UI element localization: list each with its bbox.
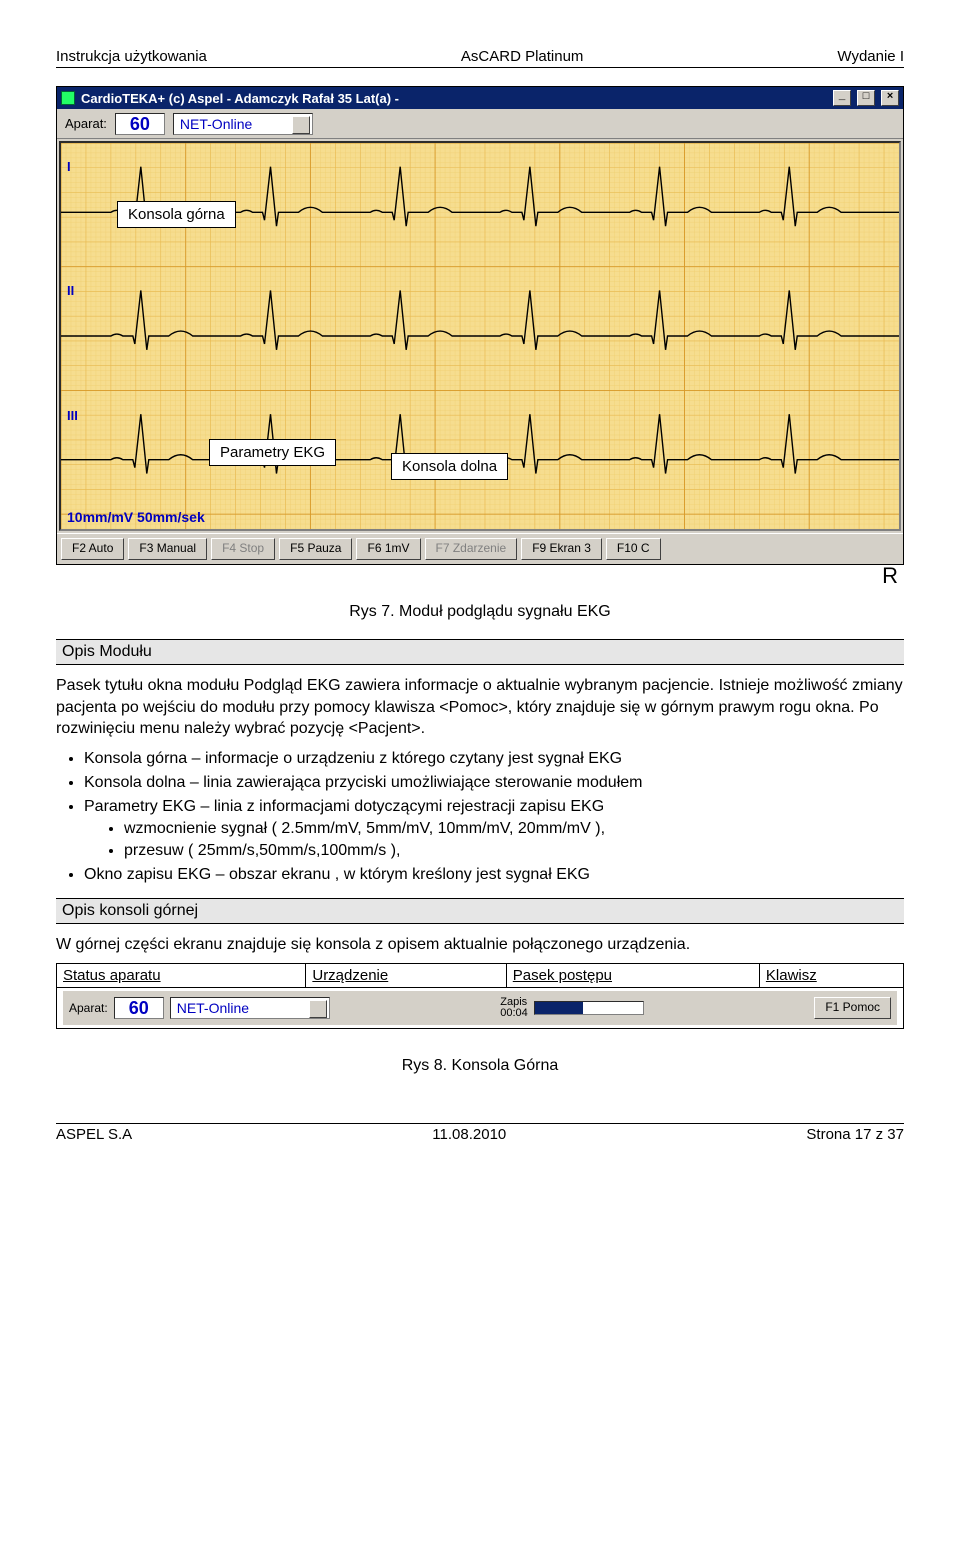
r-letter: R bbox=[56, 563, 898, 589]
header-right: Wydanie I bbox=[837, 48, 904, 65]
function-key-bar: F2 AutoF3 ManualF4 StopF5 PauzaF6 1mVF7 … bbox=[57, 533, 903, 564]
progress-bar bbox=[534, 1001, 644, 1015]
page-footer: ASPEL S.A 11.08.2010 Strona 17 z 37 bbox=[56, 1123, 904, 1143]
device-dropdown-2[interactable]: NET-Online bbox=[170, 997, 330, 1019]
fkey-f5-pauza[interactable]: F5 Pauza bbox=[279, 538, 352, 560]
section-opis-modulu: Opis Modułu bbox=[56, 639, 904, 665]
figure7-caption: Rys 7. Moduł podglądu sygnału EKG bbox=[56, 603, 904, 621]
maximize-button[interactable]: □ bbox=[857, 90, 875, 106]
status-table: Status aparatu Urządzenie Pasek postępu … bbox=[56, 963, 904, 1029]
fkey-f9-ekran-3[interactable]: F9 Ekran 3 bbox=[521, 538, 602, 560]
header-left: Instrukcja użytkowania bbox=[56, 48, 207, 65]
hr-field[interactable]: 60 bbox=[115, 113, 165, 135]
paragraph-2: W górnej części ekranu znajduje się kons… bbox=[56, 934, 904, 956]
th-progress: Pasek postępu bbox=[506, 964, 759, 988]
ecg-area: I II III 10mm/mV 50mm/sek Konsola górna … bbox=[59, 141, 901, 531]
footer-right: Strona 17 z 37 bbox=[806, 1126, 904, 1143]
header-center: AsCARD Platinum bbox=[461, 48, 584, 65]
fkey-f7-zdarzenie: F7 Zdarzenie bbox=[425, 538, 518, 560]
device-dropdown[interactable]: NET-Online bbox=[173, 113, 313, 135]
bullet-3-2: przesuw ( 25mm/s,50mm/s,100mm/s ), bbox=[124, 842, 904, 860]
ecg-params: 10mm/mV 50mm/sek bbox=[67, 509, 205, 525]
footer-center: 11.08.2010 bbox=[432, 1126, 506, 1143]
f1-pomoc-button[interactable]: F1 Pomoc bbox=[814, 997, 891, 1019]
page-header: Instrukcja użytkowania AsCARD Platinum W… bbox=[56, 48, 904, 68]
lead-label-3: III bbox=[67, 408, 78, 423]
fkey-f3-manual[interactable]: F3 Manual bbox=[128, 538, 207, 560]
lead-label-2: II bbox=[67, 283, 74, 298]
bullet-list: Konsola górna – informacje o urządzeniu … bbox=[84, 750, 904, 884]
minimize-button[interactable]: _ bbox=[833, 90, 851, 106]
titlebar: CardioTEKA+ (c) Aspel - Adamczyk Rafał 3… bbox=[57, 87, 903, 109]
figure8-caption: Rys 8. Konsola Górna bbox=[56, 1057, 904, 1075]
aparat-label-2: Aparat: bbox=[69, 1001, 108, 1015]
close-button[interactable]: × bbox=[881, 90, 899, 106]
fkey-f10-c[interactable]: F10 C bbox=[606, 538, 661, 560]
toolbar: Aparat: 60 NET-Online bbox=[57, 109, 903, 139]
bullet-4: Okno zapisu EKG – obszar ekranu , w któr… bbox=[84, 866, 904, 884]
lead-label-1: I bbox=[67, 159, 71, 174]
callout-parametry-ekg: Parametry EKG bbox=[209, 439, 336, 466]
window-title: CardioTEKA+ (c) Aspel - Adamczyk Rafał 3… bbox=[81, 91, 399, 106]
konsola-gorna-strip: Aparat: 60 NET-Online Zapis 00:04 F1 Pom… bbox=[63, 991, 897, 1025]
callout-konsola-dolna: Konsola dolna bbox=[391, 453, 508, 480]
bullet-2: Konsola dolna – linia zawierająca przyci… bbox=[84, 774, 904, 792]
bullet-3-1: wzmocnienie sygnał ( 2.5mm/mV, 5mm/mV, 1… bbox=[124, 820, 904, 838]
fkey-f2-auto[interactable]: F2 Auto bbox=[61, 538, 124, 560]
zapis-block: Zapis 00:04 bbox=[500, 997, 528, 1019]
th-device: Urządzenie bbox=[306, 964, 506, 988]
th-status: Status aparatu bbox=[57, 964, 306, 988]
section-opis-gornej: Opis konsoli górnej bbox=[56, 898, 904, 924]
app-icon bbox=[61, 91, 75, 105]
th-key: Klawisz bbox=[759, 964, 903, 988]
footer-left: ASPEL S.A bbox=[56, 1126, 132, 1143]
paragraph-1: Pasek tytułu okna modułu Podgląd EKG zaw… bbox=[56, 675, 904, 740]
aparat-label: Aparat: bbox=[65, 116, 107, 131]
callout-konsola-gorna: Konsola górna bbox=[117, 201, 236, 228]
bullet-1: Konsola górna – informacje o urządzeniu … bbox=[84, 750, 904, 768]
fkey-f4-stop: F4 Stop bbox=[211, 538, 275, 560]
bullet-3: Parametry EKG – linia z informacjami dot… bbox=[84, 798, 904, 860]
fkey-f6-1mv[interactable]: F6 1mV bbox=[356, 538, 420, 560]
hr-field-2[interactable]: 60 bbox=[114, 997, 164, 1019]
app-window: CardioTEKA+ (c) Aspel - Adamczyk Rafał 3… bbox=[56, 86, 904, 565]
